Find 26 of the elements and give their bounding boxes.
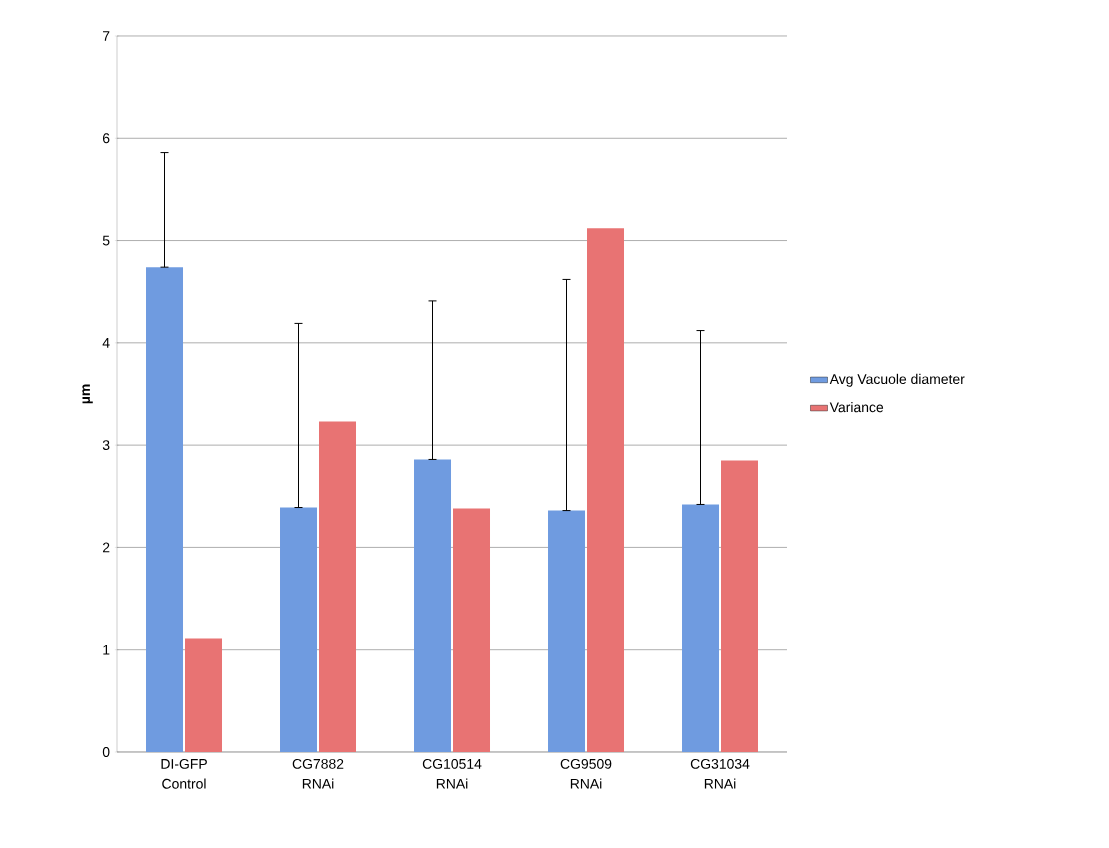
y-tick-label: 7 bbox=[103, 31, 110, 41]
bar bbox=[453, 508, 491, 752]
x-tick-label: CG31034 RNAi bbox=[690, 758, 750, 789]
bar bbox=[721, 460, 758, 752]
bar bbox=[548, 510, 586, 752]
bar bbox=[319, 421, 357, 752]
x-tick-label: DI-GFP Control bbox=[161, 758, 207, 789]
y-tick-label: 2 bbox=[102, 542, 110, 553]
legend-label: Avg Vacuole diameter bbox=[829, 373, 965, 387]
y-tick-label: 4 bbox=[102, 338, 110, 348]
legend-label: Variance bbox=[829, 401, 884, 413]
y-tick-label: 1 bbox=[103, 644, 110, 655]
bar bbox=[414, 459, 452, 752]
bar bbox=[587, 228, 624, 752]
y-tick-label: 5 bbox=[102, 235, 110, 246]
y-tick-label: 6 bbox=[102, 133, 110, 144]
bar bbox=[146, 267, 184, 752]
bar bbox=[185, 638, 223, 752]
y-tick-label: 3 bbox=[102, 440, 110, 451]
x-tick-label: CG7882 RNAi bbox=[292, 758, 344, 789]
y-axis-title: µm bbox=[82, 384, 93, 404]
bar bbox=[682, 504, 720, 752]
bar bbox=[280, 507, 318, 752]
x-tick-label: CG9509 RNAi bbox=[560, 758, 612, 789]
y-tick-label: 0 bbox=[102, 747, 110, 757]
x-tick-label: CG10514 RNAi bbox=[422, 758, 482, 789]
